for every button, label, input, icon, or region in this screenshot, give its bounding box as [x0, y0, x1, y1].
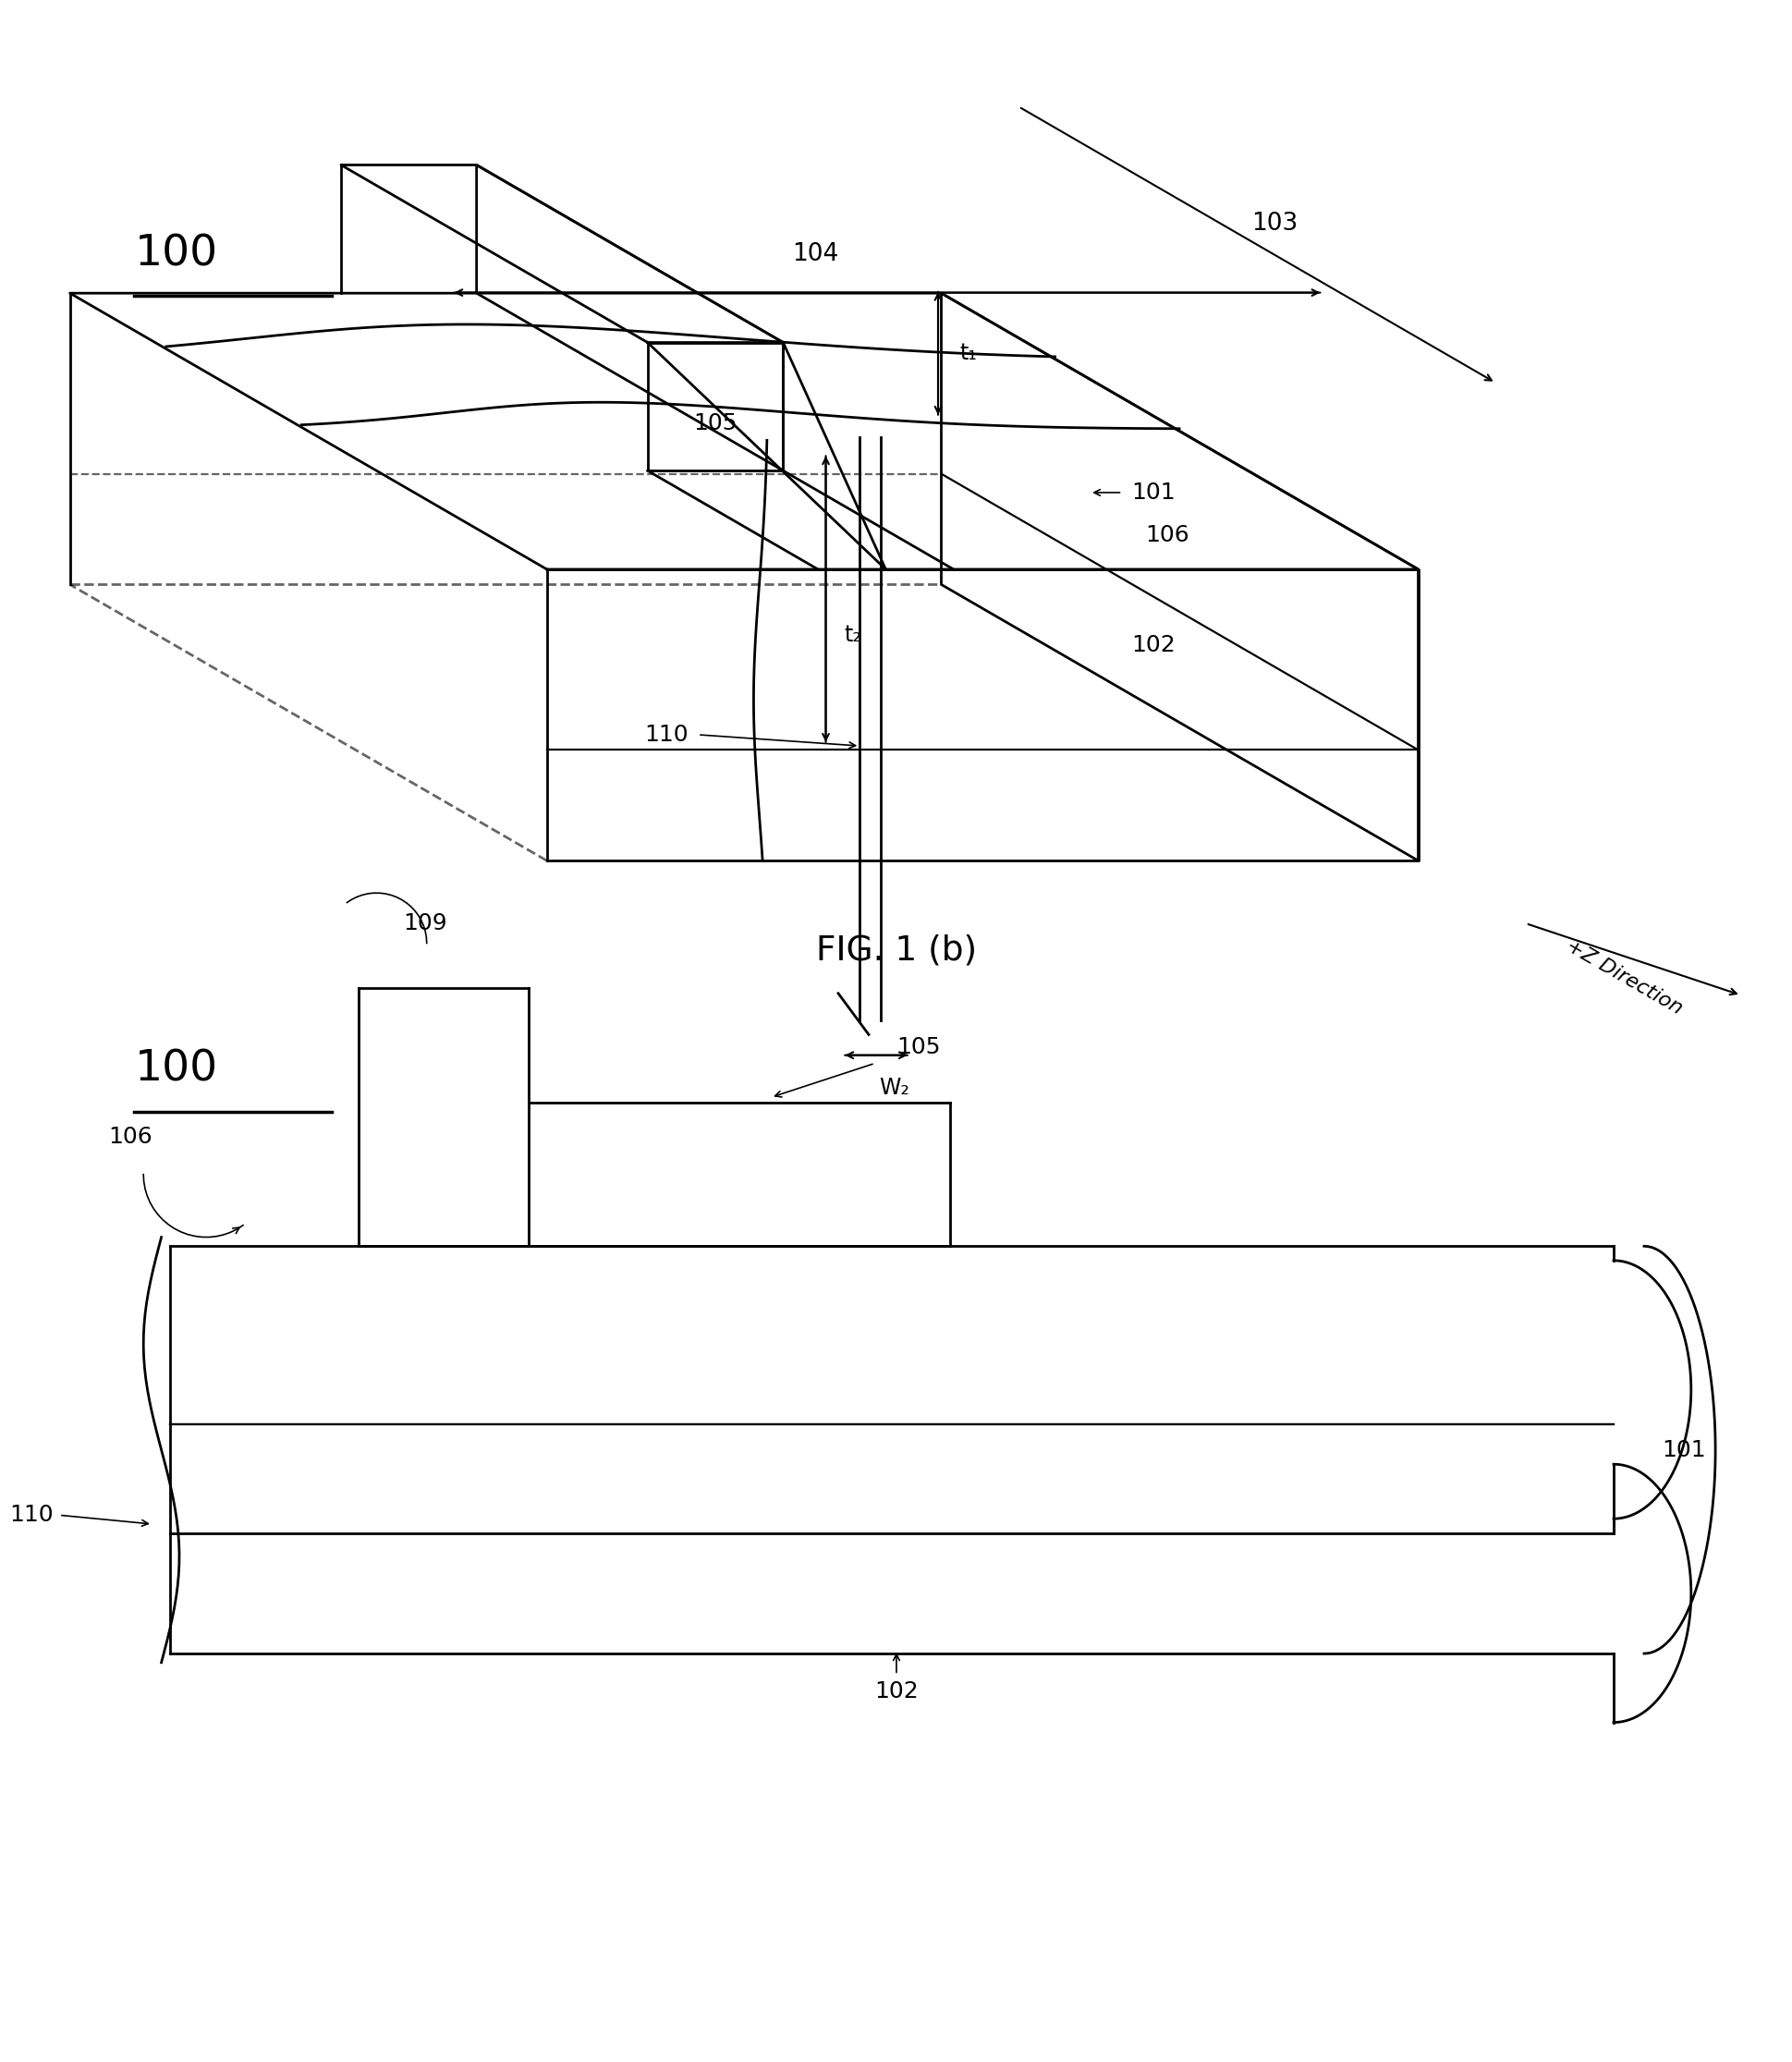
Text: 100: 100: [134, 1050, 217, 1091]
Text: 106: 106: [108, 1126, 152, 1149]
Text: 101: 101: [1131, 480, 1176, 503]
Text: t₁: t₁: [959, 342, 977, 365]
Text: 110: 110: [9, 1503, 54, 1526]
Text: 102: 102: [1131, 635, 1176, 656]
Text: 102: 102: [874, 1681, 918, 1703]
Text: 105: 105: [896, 1035, 939, 1058]
Text: W₂: W₂: [878, 1076, 909, 1099]
Text: 106: 106: [1145, 524, 1190, 546]
Text: 110: 110: [645, 724, 688, 746]
Text: 100: 100: [134, 233, 217, 274]
Text: t₂: t₂: [844, 625, 860, 645]
Text: 103: 103: [1251, 212, 1297, 235]
Text: 101: 101: [1661, 1439, 1706, 1462]
Text: +Z Direction: +Z Direction: [1563, 936, 1684, 1019]
Text: 104: 104: [792, 241, 839, 266]
Text: 109: 109: [403, 911, 448, 934]
Text: FIG. 1 (b): FIG. 1 (b): [815, 934, 977, 967]
Text: 105: 105: [694, 412, 737, 435]
